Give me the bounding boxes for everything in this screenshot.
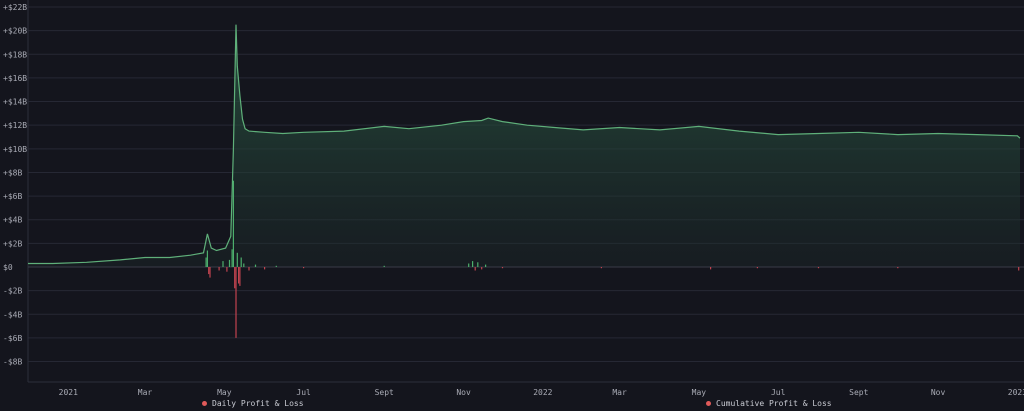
x-tick-label: Sept: [849, 388, 868, 397]
y-tick-label: +$10B: [3, 145, 27, 154]
daily-bars-layer: [205, 180, 1020, 338]
legend-daily-label: Daily Profit & Loss: [212, 398, 304, 408]
y-tick-label: -$2B: [3, 287, 22, 296]
x-tick-label: Mar: [612, 388, 627, 397]
daily-pnl-bar: [817, 267, 820, 269]
daily-pnl-bar: [600, 267, 602, 269]
daily-pnl-bar: [472, 261, 474, 267]
x-tick-label: Nov: [931, 388, 946, 397]
cumulative-pnl-line: [28, 24, 1021, 265]
y-tick-label: +$6B: [3, 192, 22, 201]
y-tick-label: +$2B: [3, 239, 22, 248]
daily-pnl-bar: [239, 267, 241, 286]
legend-cumulative[interactable]: Cumulative Profit & Loss: [706, 398, 832, 408]
x-tick-label: Nov: [456, 388, 471, 397]
y-tick-label: +$14B: [3, 98, 27, 107]
y-tick-label: -$6B: [3, 334, 22, 343]
daily-pnl-bar: [756, 267, 758, 269]
daily-pnl-bar: [218, 267, 220, 271]
x-tick-label: Mar: [138, 388, 153, 397]
daily-pnl-bar: [264, 267, 266, 270]
y-tick-label: +$8B: [3, 168, 22, 177]
daily-pnl-bar: [897, 267, 899, 269]
daily-pnl-bar: [481, 267, 483, 270]
daily-pnl-bar: [710, 267, 712, 270]
y-tick-label: -$8B: [3, 358, 22, 367]
daily-pnl-bar: [501, 267, 504, 269]
daily-pnl-bar: [231, 249, 233, 267]
legend-cumulative-label: Cumulative Profit & Loss: [716, 398, 832, 408]
daily-pnl-bar: [208, 267, 210, 275]
x-tick-label: May: [217, 388, 232, 397]
daily-pnl-bar: [383, 265, 385, 267]
x-tick-label: 2021: [59, 388, 78, 397]
daily-pnl-bar: [222, 261, 224, 267]
y-tick-label: +$20B: [3, 27, 27, 36]
daily-pnl-bar: [206, 250, 208, 267]
x-tick-label: 2023: [1008, 388, 1024, 397]
daily-pnl-bar: [1018, 267, 1020, 271]
daily-pnl-bar: [240, 257, 242, 267]
daily-pnl-bar: [228, 259, 231, 267]
x-axis-labels: 2021 Mar May Jul Sept Nov 2022 Mar May Jul Sept Nov…: [59, 388, 1024, 397]
daily-pnl-bar: [275, 265, 277, 267]
daily-pnl-bar: [209, 267, 211, 278]
daily-pnl-bar: [236, 252, 238, 267]
daily-pnl-bar: [205, 257, 207, 267]
daily-pnl-bar: [232, 180, 234, 267]
y-axis-labels: +$22B +$20B +$18B +$16B +$14B +$12B +$10B +$8B +…: [3, 3, 27, 367]
daily-pnl-bar: [485, 264, 487, 267]
y-tick-label: +$22B: [3, 3, 27, 12]
daily-pnl-bar: [248, 267, 250, 271]
daily-pnl-bar: [303, 267, 305, 269]
x-tick-label: May: [692, 388, 707, 397]
daily-pnl-bar: [254, 264, 257, 267]
y-tick-label: -$4B: [3, 310, 22, 319]
y-tick-label: +$4B: [3, 216, 22, 225]
daily-pnl-bar: [477, 262, 479, 267]
x-tick-label: Sept: [375, 388, 394, 397]
cumulative-area-fill: [28, 24, 1020, 268]
cumulative-area-layer: [28, 24, 1024, 268]
y-tick-label: +$18B: [3, 50, 27, 59]
legend-daily[interactable]: Daily Profit & Loss: [202, 398, 304, 408]
y-tick-label: $0: [3, 263, 13, 272]
daily-pnl-bar: [226, 267, 228, 272]
x-tick-label: Jul: [296, 388, 311, 397]
y-tick-label: +$16B: [3, 74, 27, 83]
x-tick-label: 2022: [533, 388, 552, 397]
daily-pnl-bar: [234, 267, 236, 289]
y-tick-label: +$12B: [3, 121, 27, 130]
legend-cumulative-swatch: [706, 400, 711, 406]
daily-pnl-bar: [468, 263, 470, 267]
x-tick-label: Jul: [771, 388, 786, 397]
daily-pnl-bar: [238, 267, 240, 284]
daily-pnl-bar: [474, 267, 476, 271]
daily-pnl-bar: [243, 263, 245, 267]
legend-daily-swatch: [202, 400, 207, 406]
daily-pnl-bar: [235, 267, 237, 338]
